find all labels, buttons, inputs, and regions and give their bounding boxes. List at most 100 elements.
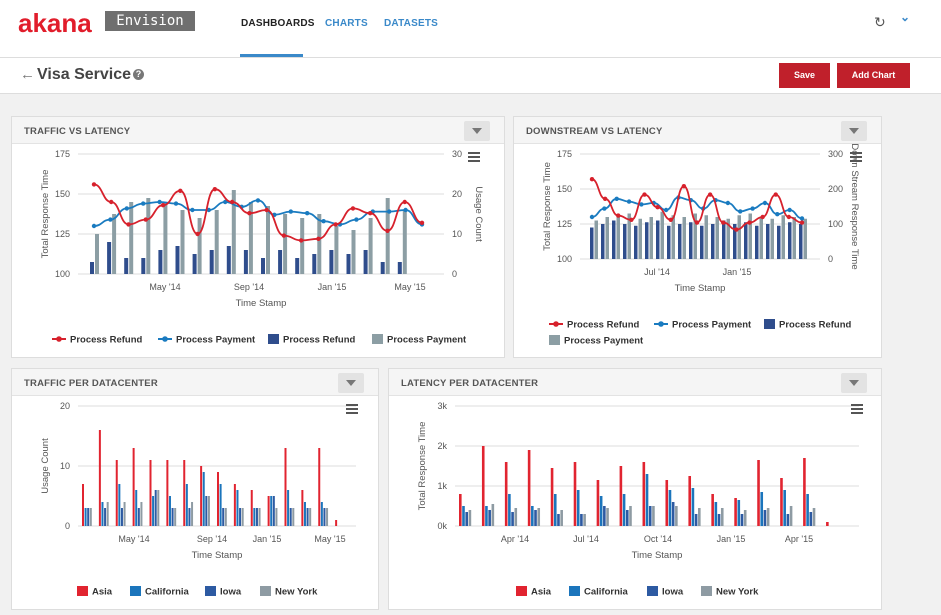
- line-process-payment-point: [725, 200, 731, 206]
- bar-iowa: [289, 508, 292, 526]
- bar-asia: [149, 460, 152, 526]
- bar-process-payment: [129, 202, 134, 274]
- legend-label: Iowa: [220, 587, 242, 598]
- bar-iowa: [534, 510, 537, 526]
- hamburger-icon[interactable]: [468, 152, 480, 162]
- y-tick-label: 150: [557, 184, 572, 194]
- top-nav-bar: akana Envision DASHBOARDS CHARTS DATASET…: [0, 0, 941, 58]
- legend-label: Process Payment: [564, 336, 644, 347]
- bar-new-york: [140, 502, 143, 526]
- bar-process-refund: [590, 227, 594, 259]
- legend-point-marker: [56, 336, 62, 342]
- question-icon[interactable]: ?: [133, 69, 144, 80]
- bar-process-payment: [112, 214, 117, 274]
- legend-label: Asia: [531, 587, 552, 598]
- bar-asia: [642, 462, 646, 526]
- bar-process-payment: [715, 217, 719, 259]
- line-process-refund-point: [195, 231, 200, 237]
- bar-california: [760, 492, 764, 526]
- bar-asia: [596, 480, 600, 526]
- panel-header: TRAFFIC PER DATACENTER: [12, 369, 378, 396]
- caret-down-icon[interactable]: [841, 121, 867, 141]
- y-tick-label: 10: [60, 461, 70, 471]
- bar-process-refund: [645, 222, 649, 259]
- bar-process-refund: [209, 250, 214, 274]
- bar-process-payment: [638, 218, 642, 259]
- y-tick-label: 150: [55, 189, 70, 199]
- line-process-refund-point: [707, 192, 713, 197]
- panel-downstream-vs-latency: DOWNSTREAM VS LATENCY 100 125 150 175 0 100 20…: [513, 116, 882, 358]
- bar-asia: [267, 496, 270, 526]
- bar-iowa: [239, 508, 242, 526]
- bar-new-york: [766, 508, 770, 526]
- panel-header: LATENCY PER DATACENTER: [389, 369, 881, 396]
- bar-process-refund: [397, 262, 402, 274]
- bar-process-payment: [803, 218, 807, 259]
- bar-iowa: [740, 514, 744, 526]
- arrow-left-icon[interactable]: ←: [20, 66, 35, 83]
- bar-process-refund: [689, 222, 693, 259]
- bar-asia: [665, 480, 669, 526]
- bar-process-refund: [346, 254, 351, 274]
- bar-asia: [250, 490, 253, 526]
- save-button[interactable]: Save: [779, 63, 830, 88]
- hamburger-icon[interactable]: [346, 404, 358, 414]
- bar-iowa: [465, 512, 468, 526]
- y-tick-label: 20: [60, 401, 70, 411]
- bar-asia: [711, 494, 714, 526]
- line-process-refund-point: [316, 236, 321, 241]
- bar-process-payment: [660, 211, 664, 259]
- hamburger-icon[interactable]: [850, 152, 862, 162]
- bar-california: [202, 472, 205, 526]
- bar-process-payment: [95, 234, 99, 274]
- bar-process-refund: [755, 225, 759, 259]
- refresh-icon[interactable]: ↻: [874, 14, 886, 30]
- bar-process-refund: [722, 220, 726, 259]
- legend-point-marker: [162, 336, 168, 342]
- line-process-refund-point: [402, 199, 407, 205]
- bar-asia: [301, 490, 304, 526]
- caret-down-icon[interactable]: [464, 121, 490, 141]
- legend-swatch: [130, 586, 141, 596]
- akana-logo[interactable]: akana: [18, 8, 92, 38]
- chevron-down-icon[interactable]: ⌄: [900, 10, 911, 24]
- bar-asia: [550, 468, 554, 526]
- caret-down-icon[interactable]: [841, 373, 867, 393]
- bar-process-payment: [627, 213, 631, 259]
- bar-process-refund: [278, 250, 283, 274]
- legend-label: Process Payment: [387, 335, 467, 346]
- bar-new-york: [468, 510, 472, 526]
- nav-charts[interactable]: CHARTS: [325, 18, 368, 29]
- add-chart-button[interactable]: Add Chart: [837, 63, 910, 88]
- line-process-refund-point: [681, 184, 687, 189]
- bar-process-refund: [329, 250, 334, 274]
- bar-process-payment: [594, 220, 598, 259]
- bar-process-payment: [402, 210, 407, 274]
- bar-process-refund: [612, 220, 616, 259]
- panel-title: TRAFFIC PER DATACENTER: [24, 378, 158, 389]
- x-axis-label: Time Stamp: [632, 550, 683, 561]
- caret-down-icon[interactable]: [338, 373, 364, 393]
- line-process-refund-point: [91, 182, 97, 187]
- bar-process-payment: [748, 213, 752, 259]
- hamburger-icon[interactable]: [851, 404, 863, 414]
- bar-process-refund: [312, 254, 317, 274]
- bar-california: [462, 506, 465, 526]
- bar-process-refund: [295, 258, 300, 274]
- bar-asia: [183, 460, 186, 526]
- bar-process-payment: [605, 217, 609, 259]
- x-tick-label: May '15: [314, 534, 345, 544]
- bar-process-refund: [623, 224, 627, 259]
- y-axis-label: Total Response Time: [40, 170, 51, 259]
- bar-california: [714, 502, 718, 526]
- nav-dashboards[interactable]: DASHBOARDS: [241, 18, 315, 29]
- line-process-refund-point: [160, 203, 166, 208]
- legend-swatch: [268, 334, 279, 344]
- bar-new-york: [258, 508, 261, 526]
- line-process-refund-point: [212, 187, 218, 192]
- bar-asia: [166, 460, 169, 526]
- bar-new-york: [191, 502, 194, 526]
- bar-new-york: [491, 504, 495, 526]
- line-process-payment-point: [255, 198, 261, 203]
- nav-datasets[interactable]: DATASETS: [384, 18, 439, 29]
